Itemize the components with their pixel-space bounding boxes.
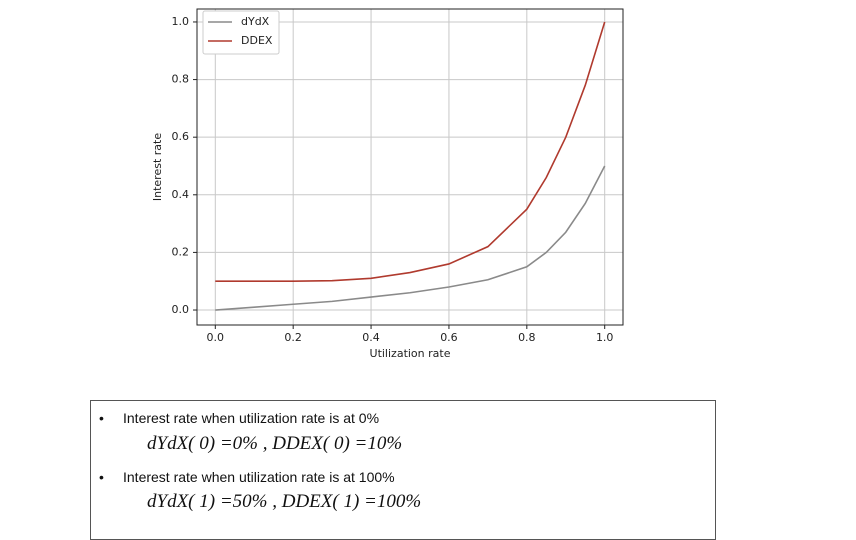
line-series <box>215 21 606 283</box>
y-axis-label: Interest rate <box>151 133 164 201</box>
formula: dYdX( 1) =50% , DDEX( 1) =100% <box>147 491 422 512</box>
x-tick-label: 0.6 <box>440 331 458 344</box>
formula: dYdX( 0) =0% , DDEX( 0) =10% <box>147 433 403 454</box>
y-tick-label: 0.6 <box>172 130 190 143</box>
legend-label: dYdX <box>241 15 270 28</box>
legend-label: DDEX <box>241 34 273 47</box>
notes-box: Interest rate when utilization rate is a… <box>90 400 716 540</box>
y-tick-label: 1.0 <box>172 15 190 28</box>
y-tick-label: 0.4 <box>172 188 190 201</box>
bullet-text: Interest rate when utilization rate is a… <box>99 469 395 485</box>
x-tick-label: 0.0 <box>207 331 225 344</box>
x-axis-label: Utilization rate <box>370 347 451 360</box>
x-tick-label: 1.0 <box>596 331 614 344</box>
x-tick-label: 0.8 <box>518 331 536 344</box>
plot-frame <box>196 8 624 326</box>
y-tick-label: 0.8 <box>172 73 190 86</box>
bullet-text: Interest rate when utilization rate is a… <box>99 410 379 426</box>
x-tick-label: 0.2 <box>284 331 302 344</box>
chart: Utilization rate Interest rate 0.0 0.2 0.4… <box>151 8 624 360</box>
x-tick-label: 0.4 <box>362 331 380 344</box>
y-tick-label: 0.2 <box>172 245 190 258</box>
line-series <box>215 165 606 311</box>
y-tick-label: 0.0 <box>172 303 190 316</box>
